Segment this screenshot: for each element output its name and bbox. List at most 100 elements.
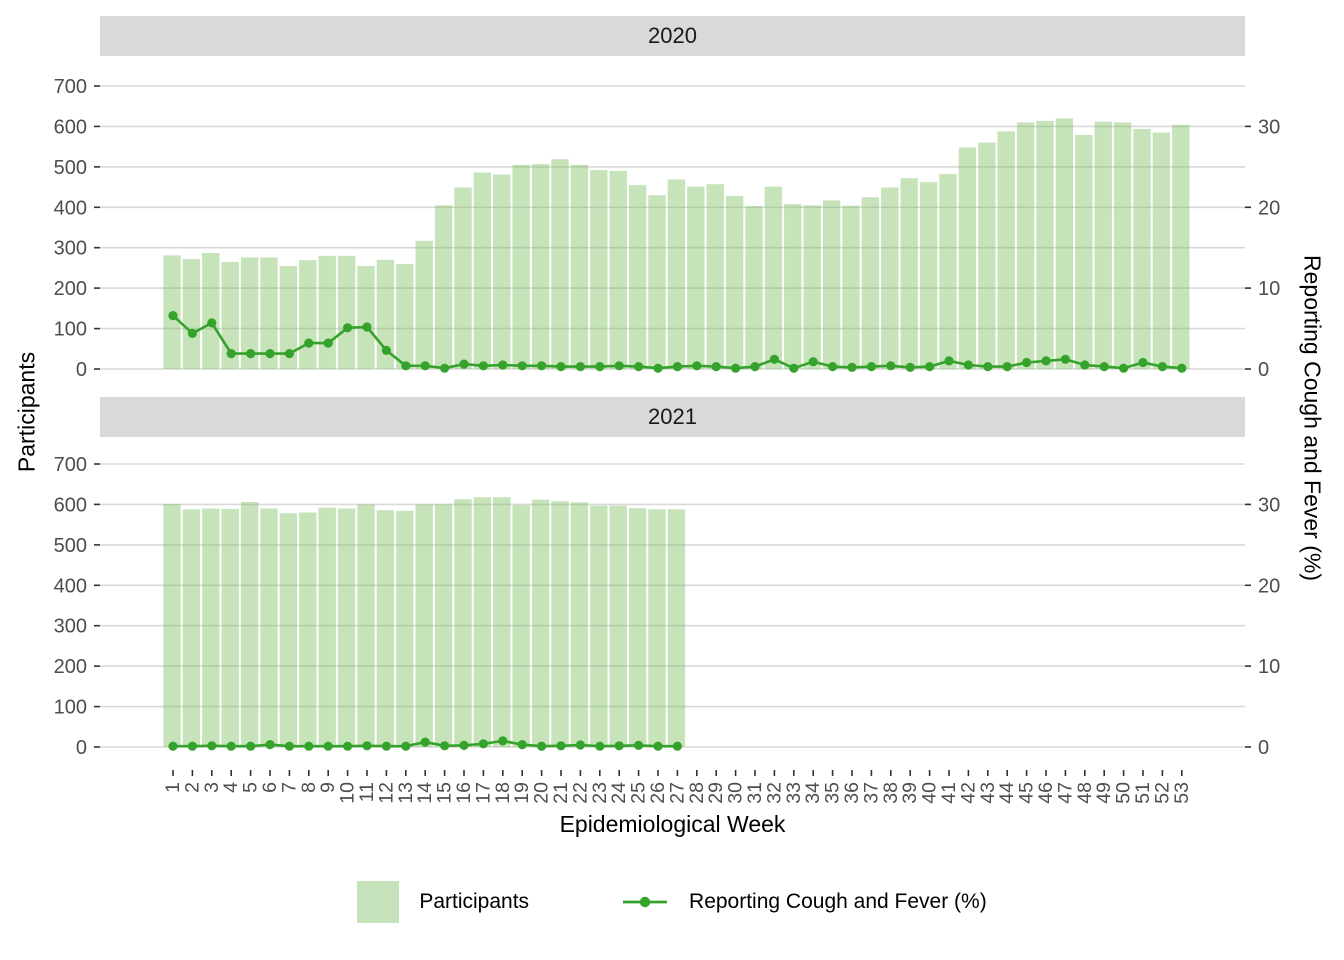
- cough-fever-point: [731, 363, 741, 373]
- participants-bar: [454, 499, 472, 747]
- participants-bar: [1075, 134, 1093, 369]
- x-tick-label: 8: [298, 782, 320, 793]
- facet-strip-2020: 2020: [100, 16, 1245, 56]
- x-tick-label: 52: [1151, 782, 1173, 804]
- facet-strip-2021: 2021: [100, 397, 1245, 437]
- x-tick-label: 25: [628, 782, 650, 804]
- x-tick-label: 5: [240, 782, 262, 793]
- x-tick-label: 24: [608, 782, 630, 804]
- x-tick-label: 21: [550, 782, 572, 804]
- cough-fever-point: [323, 741, 333, 751]
- participants-bar: [299, 512, 317, 747]
- participants-bar: [1133, 128, 1151, 369]
- cough-fever-point: [323, 338, 333, 348]
- left-tick-label: 200: [54, 278, 87, 300]
- participants-bar: [202, 253, 220, 369]
- cough-fever-point: [711, 362, 721, 372]
- participants-bar: [531, 499, 550, 747]
- cough-fever-point: [168, 741, 178, 751]
- cough-fever-point: [808, 357, 818, 367]
- left-tick-label: 600: [54, 116, 87, 138]
- participants-bar: [299, 260, 317, 369]
- x-tick-label: 31: [744, 782, 766, 804]
- x-tick-label: 43: [977, 782, 999, 804]
- cough-fever-point: [1177, 363, 1187, 373]
- x-tick-label: 51: [1132, 782, 1154, 804]
- panel-2020: 0 100 200 300 400 500 600 700 0 10 20 30: [54, 76, 1281, 381]
- cough-fever-point: [672, 362, 683, 372]
- participants-bar: [648, 509, 666, 747]
- participants-bar: [337, 508, 356, 747]
- left-tick-label: 600: [54, 494, 87, 516]
- cough-fever-point: [866, 362, 877, 372]
- cough-fever-point: [537, 361, 547, 371]
- cough-fever-point: [478, 361, 488, 371]
- participants-bar: [434, 504, 453, 747]
- x-tick-label: 40: [919, 782, 941, 804]
- participants-bar: [473, 497, 492, 747]
- participants-bar: [609, 505, 627, 747]
- cough-fever-point: [459, 740, 469, 750]
- left-tick-label: 0: [76, 737, 87, 759]
- x-tick-label: 27: [666, 782, 688, 804]
- participants-bar: [376, 510, 395, 747]
- participants-bar: [648, 195, 666, 369]
- x-tick-label: 50: [1113, 782, 1135, 804]
- left-tick-label: 700: [54, 76, 87, 98]
- x-tick-label: 14: [414, 782, 436, 804]
- cough-fever-point: [886, 361, 896, 371]
- cough-fever-point: [537, 741, 547, 751]
- participants-bar: [415, 504, 433, 747]
- cough-fever-point: [517, 361, 527, 371]
- participants-bar: [260, 508, 278, 747]
- x-tick-label: 15: [434, 782, 456, 804]
- x-tick-label: 46: [1035, 782, 1057, 804]
- x-tick-label: 13: [395, 782, 417, 804]
- participants-bar: [1172, 124, 1190, 369]
- cough-fever-point: [401, 741, 411, 751]
- cough-fever-point: [1099, 362, 1109, 372]
- cough-fever-point: [284, 741, 294, 751]
- left-tick-label: 400: [54, 575, 87, 597]
- cough-fever-point: [207, 741, 217, 751]
- cough-fever-point: [284, 349, 294, 359]
- legend: Participants Reporting Cough and Fever (…: [0, 881, 1344, 923]
- participants-bar: [822, 200, 841, 369]
- left-tick-label: 700: [54, 454, 87, 476]
- participants-bar: [570, 502, 589, 747]
- cough-fever-point: [459, 359, 469, 369]
- participants-bar: [376, 259, 395, 369]
- participants-bar: [725, 196, 744, 369]
- cough-fever-point: [556, 362, 566, 372]
- left-axis-title: Participants: [13, 351, 40, 473]
- legend-key-dot: [639, 896, 651, 908]
- left-tick-label: 400: [54, 197, 87, 219]
- cough-fever-point: [420, 737, 430, 747]
- cough-fever-point: [983, 362, 993, 372]
- x-tick-label: 10: [337, 782, 359, 804]
- participants-bar: [182, 259, 201, 369]
- x-tick-label: 19: [511, 782, 533, 804]
- participants-bar: [163, 504, 181, 747]
- participants-bar: [415, 240, 433, 369]
- right-axis-title: Reporting Cough and Fever (%): [1299, 255, 1326, 581]
- left-tick-label: 500: [54, 157, 87, 179]
- x-tick-label: 44: [996, 782, 1018, 804]
- x-tick-label: 36: [841, 782, 863, 804]
- x-tick-label: 17: [472, 782, 494, 804]
- cough-fever-point: [595, 362, 605, 372]
- x-tick-label: 4: [220, 782, 242, 793]
- cough-fever-point: [440, 741, 450, 751]
- line-with-dot-icon: [623, 896, 668, 908]
- participants-bar: [1016, 122, 1035, 370]
- cough-fever-point: [498, 736, 508, 746]
- participants-bar: [318, 255, 336, 369]
- cough-fever-point: [944, 356, 954, 366]
- right-tick-label: 30: [1258, 494, 1280, 516]
- x-tick-label: 20: [531, 782, 553, 804]
- x-tick-label: 48: [1074, 782, 1096, 804]
- participants-bar: [1094, 121, 1112, 369]
- participants-bar: [628, 185, 647, 369]
- left-tick-label: 500: [54, 535, 87, 557]
- panel-2021: 0 100 200 300 400 500 600 700 0 10 20 30: [54, 454, 1281, 759]
